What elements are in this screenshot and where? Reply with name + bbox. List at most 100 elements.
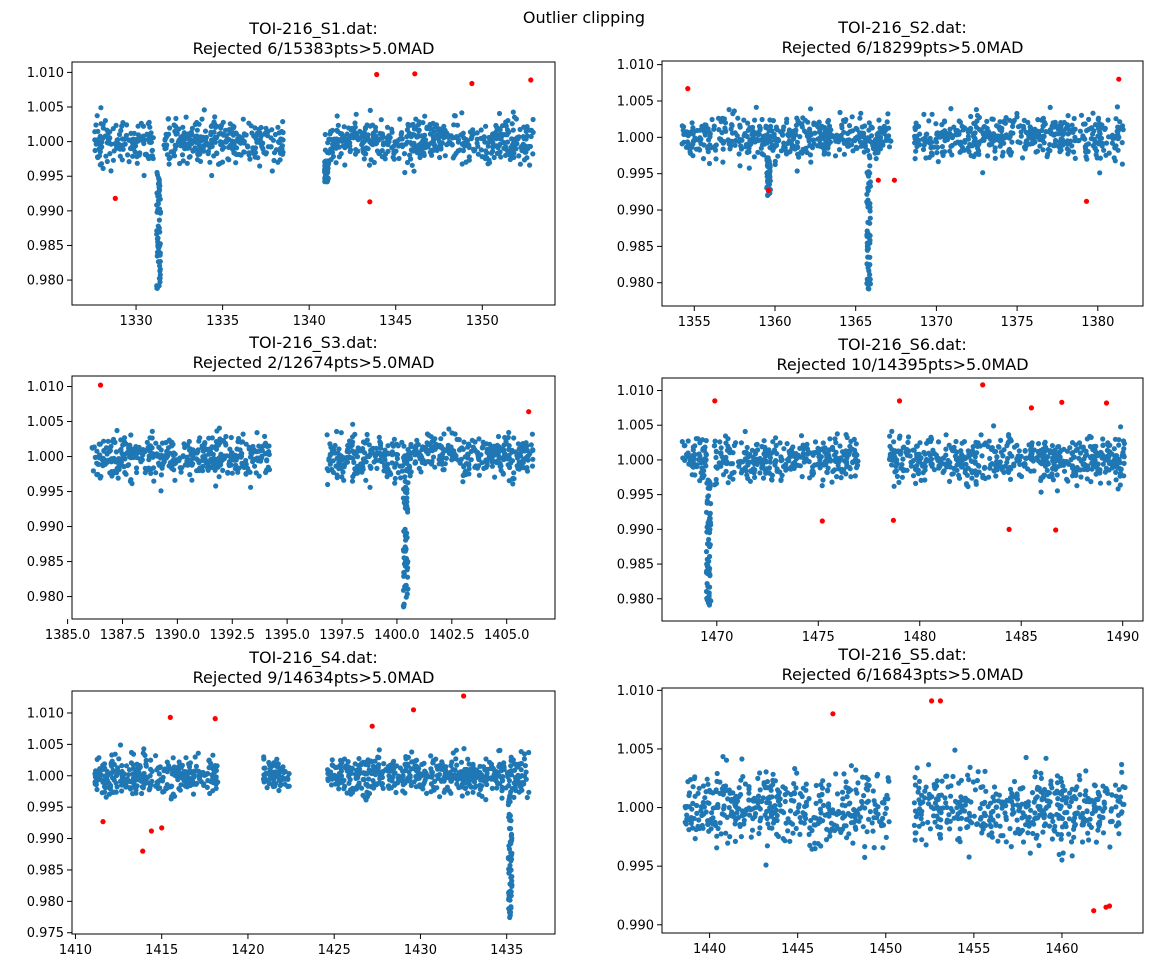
y-tick-label: 0.995 <box>617 167 654 182</box>
kept-point <box>837 443 843 449</box>
kept-point <box>786 458 792 464</box>
kept-point <box>479 460 485 466</box>
kept-point <box>436 126 443 132</box>
kept-point <box>1026 132 1032 139</box>
kept-point <box>972 130 978 136</box>
kept-point <box>521 135 527 142</box>
kept-point <box>803 145 809 151</box>
kept-point <box>1034 148 1041 154</box>
kept-point <box>838 475 844 481</box>
kept-point <box>726 107 732 113</box>
kept-point <box>264 785 270 791</box>
x-tick-label: 1397.5 <box>319 628 365 643</box>
kept-point <box>109 470 115 476</box>
kept-point <box>110 157 116 163</box>
kept-point <box>366 442 372 448</box>
kept-point <box>420 786 426 792</box>
rejected-points <box>685 76 1122 204</box>
kept-point <box>124 449 131 455</box>
kept-point <box>268 144 274 150</box>
transit-point <box>867 200 873 207</box>
transit-point <box>402 474 408 480</box>
transit-point <box>401 571 407 577</box>
kept-point <box>1021 117 1027 123</box>
kept-point <box>266 771 272 777</box>
kept-point <box>928 150 935 156</box>
kept-point <box>339 474 345 480</box>
x-tick-label: 1402.5 <box>429 628 475 643</box>
kept-point <box>176 759 182 765</box>
kept-point <box>705 126 711 132</box>
kept-point <box>1053 458 1059 464</box>
kept-point <box>820 440 826 446</box>
kept-point <box>158 488 164 494</box>
kept-point <box>947 126 953 132</box>
kept-point <box>970 444 976 450</box>
kept-point <box>833 455 839 461</box>
kept-point <box>360 439 367 445</box>
kept-point <box>209 445 215 451</box>
kept-point <box>127 137 133 143</box>
y-tick-label: 0.990 <box>27 204 64 219</box>
kept-point <box>1068 457 1074 463</box>
kept-point <box>896 435 903 441</box>
kept-point <box>214 150 220 156</box>
kept-point <box>1039 127 1045 134</box>
kept-point <box>164 782 170 788</box>
rejected-point <box>1103 400 1110 406</box>
transit-point <box>154 283 160 289</box>
kept-point <box>250 443 256 450</box>
kept-point <box>717 439 723 445</box>
kept-point <box>104 127 110 133</box>
panel-3: TOI-216_S3.dat:Rejected 2/12674pts>5.0MA… <box>27 333 556 643</box>
kept-point <box>443 455 449 461</box>
kept-point <box>282 781 288 787</box>
kept-point <box>149 778 155 784</box>
kept-point <box>183 114 189 120</box>
kept-point <box>392 475 398 482</box>
kept-point <box>519 773 525 779</box>
kept-point <box>448 445 454 451</box>
kept-point <box>702 122 708 128</box>
kept-point <box>962 139 968 145</box>
kept-point <box>514 137 520 143</box>
kept-point <box>107 151 113 157</box>
kept-point <box>422 113 428 119</box>
kept-point <box>509 458 516 464</box>
kept-point <box>121 776 128 782</box>
kept-point <box>1083 154 1089 160</box>
kept-point <box>141 172 147 179</box>
kept-point <box>727 146 733 152</box>
kept-point <box>350 455 356 461</box>
kept-point <box>338 136 344 142</box>
kept-point <box>498 134 504 140</box>
kept-point <box>270 137 276 143</box>
kept-point <box>807 475 813 481</box>
kept-point <box>177 455 183 461</box>
transit-point <box>764 155 770 161</box>
kept-point <box>1007 436 1014 442</box>
kept-point <box>128 760 134 766</box>
kept-point <box>164 759 170 765</box>
kept-point <box>185 141 191 147</box>
kept-point <box>530 456 536 462</box>
kept-point <box>386 137 392 144</box>
kept-point <box>935 159 941 165</box>
kept-point <box>839 125 845 131</box>
kept-point <box>113 459 119 465</box>
kept-point <box>976 114 983 121</box>
kept-point <box>940 152 946 158</box>
kept-point <box>973 151 979 157</box>
kept-point <box>812 439 819 445</box>
kept-point <box>914 454 920 461</box>
panel-title: TOI-216_S6.dat: <box>837 335 966 355</box>
kept-point <box>398 132 404 138</box>
kept-point <box>467 776 473 782</box>
kept-point <box>759 116 765 123</box>
kept-point <box>937 464 943 470</box>
kept-point <box>349 442 355 448</box>
kept-point <box>130 765 137 772</box>
kept-point <box>737 122 743 128</box>
kept-point <box>702 132 708 138</box>
